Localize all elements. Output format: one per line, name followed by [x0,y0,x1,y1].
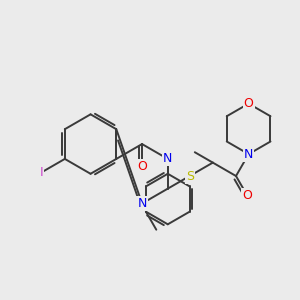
Text: N: N [244,148,253,160]
Text: N: N [163,152,172,165]
Text: O: O [244,97,254,110]
Text: N: N [137,197,147,210]
Text: I: I [40,166,44,179]
Text: O: O [137,160,147,173]
Text: O: O [242,189,252,202]
Text: S: S [186,169,194,182]
